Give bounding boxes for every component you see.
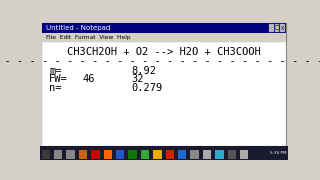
- Text: FW=: FW=: [49, 74, 68, 84]
- Bar: [128, 150, 137, 159]
- Text: n=: n=: [49, 83, 62, 93]
- Bar: [280, 24, 285, 32]
- Bar: [42, 150, 50, 159]
- Bar: [42, 33, 286, 42]
- Text: Untitled - Notepad: Untitled - Notepad: [46, 25, 110, 31]
- Bar: [104, 150, 112, 159]
- Text: □: □: [275, 26, 279, 31]
- Text: X: X: [281, 26, 284, 31]
- Text: -: -: [271, 26, 273, 31]
- Bar: [228, 150, 236, 159]
- Bar: [178, 150, 187, 159]
- Text: m=: m=: [49, 66, 62, 76]
- Bar: [42, 23, 286, 33]
- Bar: [203, 150, 211, 159]
- Text: CH3CH2OH + O2 --> H2O + CH3COOH: CH3CH2OH + O2 --> H2O + CH3COOH: [67, 47, 261, 57]
- Bar: [165, 150, 174, 159]
- Bar: [40, 146, 288, 160]
- Bar: [153, 150, 162, 159]
- Bar: [269, 24, 274, 32]
- Text: 32: 32: [132, 74, 144, 84]
- Text: 46: 46: [83, 74, 95, 84]
- Bar: [42, 23, 286, 146]
- Bar: [79, 150, 87, 159]
- Bar: [240, 150, 248, 159]
- Text: 0.279: 0.279: [132, 83, 163, 93]
- Bar: [215, 150, 224, 159]
- Text: File  Edit  Format  View  Help: File Edit Format View Help: [46, 35, 131, 40]
- Bar: [275, 24, 279, 32]
- Bar: [54, 150, 62, 159]
- Text: - - - - - - - - - - - - - - - - - - - - - - - - - - - - - - - - - - - -: - - - - - - - - - - - - - - - - - - - - …: [0, 56, 320, 66]
- Bar: [91, 150, 100, 159]
- Bar: [190, 150, 199, 159]
- Text: 5:35 PM: 5:35 PM: [270, 151, 287, 155]
- Bar: [116, 150, 124, 159]
- Bar: [141, 150, 149, 159]
- Bar: [42, 42, 286, 146]
- Bar: [66, 150, 75, 159]
- Text: 8.92: 8.92: [132, 66, 156, 76]
